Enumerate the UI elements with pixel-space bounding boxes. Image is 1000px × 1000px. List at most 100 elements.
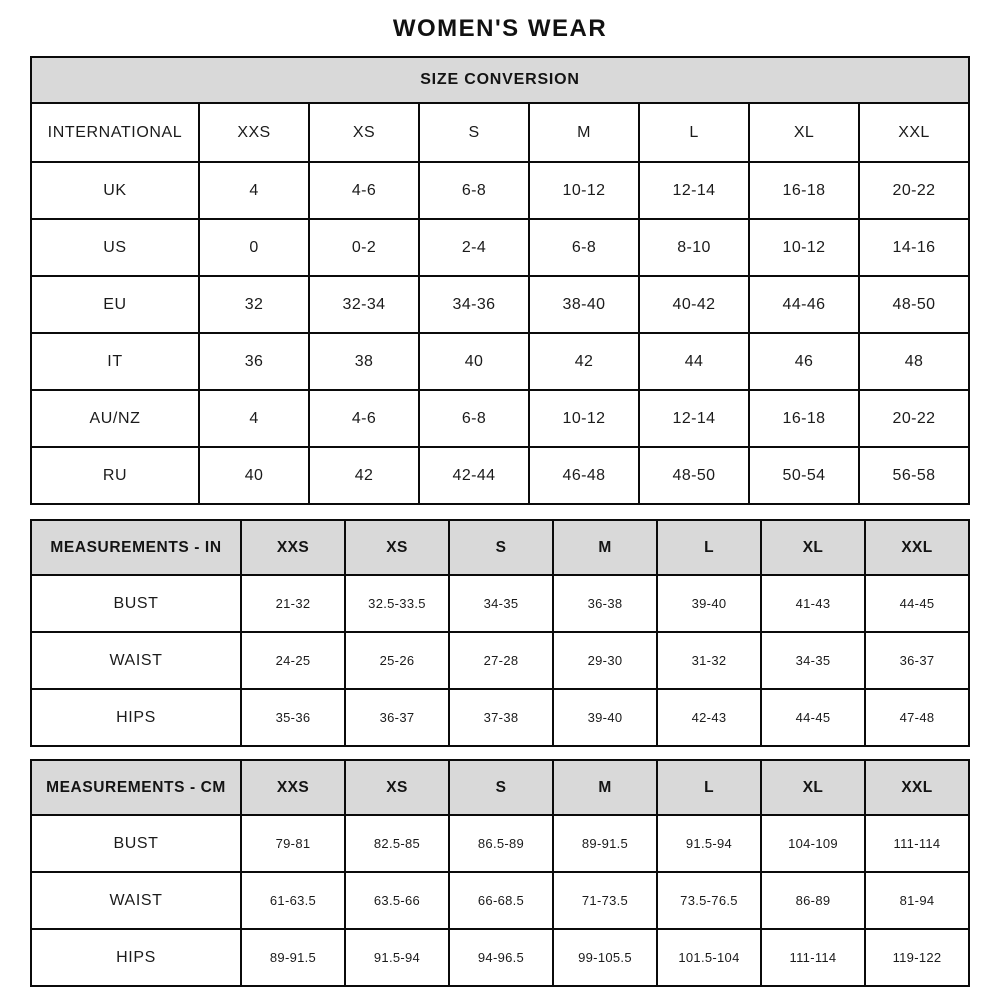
col-header-s: S <box>448 521 552 574</box>
cell-waist-s: 27-28 <box>448 631 552 688</box>
cell-waist-m: 71-73.5 <box>552 871 656 928</box>
col-header-xxl: XXL <box>858 104 968 161</box>
col-header-xxs: XXS <box>198 104 308 161</box>
cell-au-nz-s: 6-8 <box>418 389 528 446</box>
cell-hips-xxs: 89-91.5 <box>240 928 344 985</box>
cell-ru-xl: 50-54 <box>748 446 858 503</box>
cell-waist-xxs: 61-63.5 <box>240 871 344 928</box>
corner-header-international: INTERNATIONAL <box>32 104 198 161</box>
cell-uk-m: 10-12 <box>528 161 638 218</box>
col-header-xl: XL <box>760 521 864 574</box>
col-header-xl: XL <box>748 104 858 161</box>
cell-hips-xs: 91.5-94 <box>344 928 448 985</box>
cell-waist-xxl: 81-94 <box>864 871 968 928</box>
cell-it-xs: 38 <box>308 332 418 389</box>
cell-bust-m: 36-38 <box>552 574 656 631</box>
corner-header-measurements-in: MEASUREMENTS - IN <box>32 521 240 574</box>
cell-us-xl: 10-12 <box>748 218 858 275</box>
col-header-m: M <box>552 761 656 814</box>
cell-bust-xxl: 111-114 <box>864 814 968 871</box>
row-label-bust: BUST <box>32 814 240 871</box>
cell-waist-m: 29-30 <box>552 631 656 688</box>
cell-waist-xl: 34-35 <box>760 631 864 688</box>
cell-eu-xxl: 48-50 <box>858 275 968 332</box>
cell-us-xxl: 14-16 <box>858 218 968 275</box>
cell-uk-xxl: 20-22 <box>858 161 968 218</box>
cell-us-m: 6-8 <box>528 218 638 275</box>
row-label-au-nz: AU/NZ <box>32 389 198 446</box>
col-header-xs: XS <box>344 761 448 814</box>
cell-au-nz-l: 12-14 <box>638 389 748 446</box>
cell-it-xxl: 48 <box>858 332 968 389</box>
cell-it-xxs: 36 <box>198 332 308 389</box>
row-label-hips: HIPS <box>32 928 240 985</box>
cell-waist-xs: 63.5-66 <box>344 871 448 928</box>
cell-hips-l: 101.5-104 <box>656 928 760 985</box>
cell-hips-xl: 111-114 <box>760 928 864 985</box>
cell-waist-xl: 86-89 <box>760 871 864 928</box>
cell-uk-s: 6-8 <box>418 161 528 218</box>
col-header-xxs: XXS <box>240 761 344 814</box>
cell-waist-xs: 25-26 <box>344 631 448 688</box>
cell-hips-xxs: 35-36 <box>240 688 344 745</box>
row-label-us: US <box>32 218 198 275</box>
col-header-xs: XS <box>308 104 418 161</box>
cell-uk-xl: 16-18 <box>748 161 858 218</box>
size-conversion-header: SIZE CONVERSION <box>32 58 968 104</box>
cell-eu-xs: 32-34 <box>308 275 418 332</box>
cell-bust-s: 34-35 <box>448 574 552 631</box>
col-header-m: M <box>528 104 638 161</box>
row-label-hips: HIPS <box>32 688 240 745</box>
cell-uk-l: 12-14 <box>638 161 748 218</box>
cell-it-l: 44 <box>638 332 748 389</box>
row-label-ru: RU <box>32 446 198 503</box>
measurements-in-table: MEASUREMENTS - IN XXS XS S M L XL XXL BUST 21-32 3… <box>30 519 970 747</box>
cell-us-xs: 0-2 <box>308 218 418 275</box>
col-header-s: S <box>418 104 528 161</box>
cell-bust-xl: 104-109 <box>760 814 864 871</box>
col-header-xxl: XXL <box>864 761 968 814</box>
cell-ru-xs: 42 <box>308 446 418 503</box>
col-header-l: L <box>656 761 760 814</box>
cell-hips-l: 42-43 <box>656 688 760 745</box>
size-conversion-grid: INTERNATIONAL XXS XS S M L XL XXL UK 4 4-6 6-8 10-12… <box>32 104 968 503</box>
col-header-xxl: XXL <box>864 521 968 574</box>
cell-au-nz-xxl: 20-22 <box>858 389 968 446</box>
cell-uk-xs: 4-6 <box>308 161 418 218</box>
cell-ru-xxs: 40 <box>198 446 308 503</box>
cell-us-xxs: 0 <box>198 218 308 275</box>
cell-waist-xxl: 36-37 <box>864 631 968 688</box>
corner-header-measurements-cm: MEASUREMENTS - CM <box>32 761 240 814</box>
cell-hips-xxl: 119-122 <box>864 928 968 985</box>
cell-hips-xl: 44-45 <box>760 688 864 745</box>
col-header-l: L <box>656 521 760 574</box>
cell-uk-xxs: 4 <box>198 161 308 218</box>
cell-bust-m: 89-91.5 <box>552 814 656 871</box>
cell-us-l: 8-10 <box>638 218 748 275</box>
cell-bust-xxs: 79-81 <box>240 814 344 871</box>
measurements-in-grid: MEASUREMENTS - IN XXS XS S M L XL XXL BUST 21-32 3… <box>32 521 968 745</box>
cell-eu-xxs: 32 <box>198 275 308 332</box>
cell-au-nz-xxs: 4 <box>198 389 308 446</box>
cell-eu-s: 34-36 <box>418 275 528 332</box>
col-header-m: M <box>552 521 656 574</box>
cell-au-nz-m: 10-12 <box>528 389 638 446</box>
cell-waist-l: 31-32 <box>656 631 760 688</box>
cell-ru-xxl: 56-58 <box>858 446 968 503</box>
cell-bust-l: 91.5-94 <box>656 814 760 871</box>
cell-waist-l: 73.5-76.5 <box>656 871 760 928</box>
cell-it-s: 40 <box>418 332 528 389</box>
measurements-cm-grid: MEASUREMENTS - CM XXS XS S M L XL XXL BUST 79-81 8… <box>32 761 968 985</box>
cell-it-xl: 46 <box>748 332 858 389</box>
cell-ru-s: 42-44 <box>418 446 528 503</box>
cell-hips-xxl: 47-48 <box>864 688 968 745</box>
cell-hips-s: 37-38 <box>448 688 552 745</box>
cell-eu-m: 38-40 <box>528 275 638 332</box>
row-label-eu: EU <box>32 275 198 332</box>
cell-hips-m: 99-105.5 <box>552 928 656 985</box>
col-header-l: L <box>638 104 748 161</box>
col-header-xxs: XXS <box>240 521 344 574</box>
cell-bust-l: 39-40 <box>656 574 760 631</box>
cell-bust-xs: 82.5-85 <box>344 814 448 871</box>
